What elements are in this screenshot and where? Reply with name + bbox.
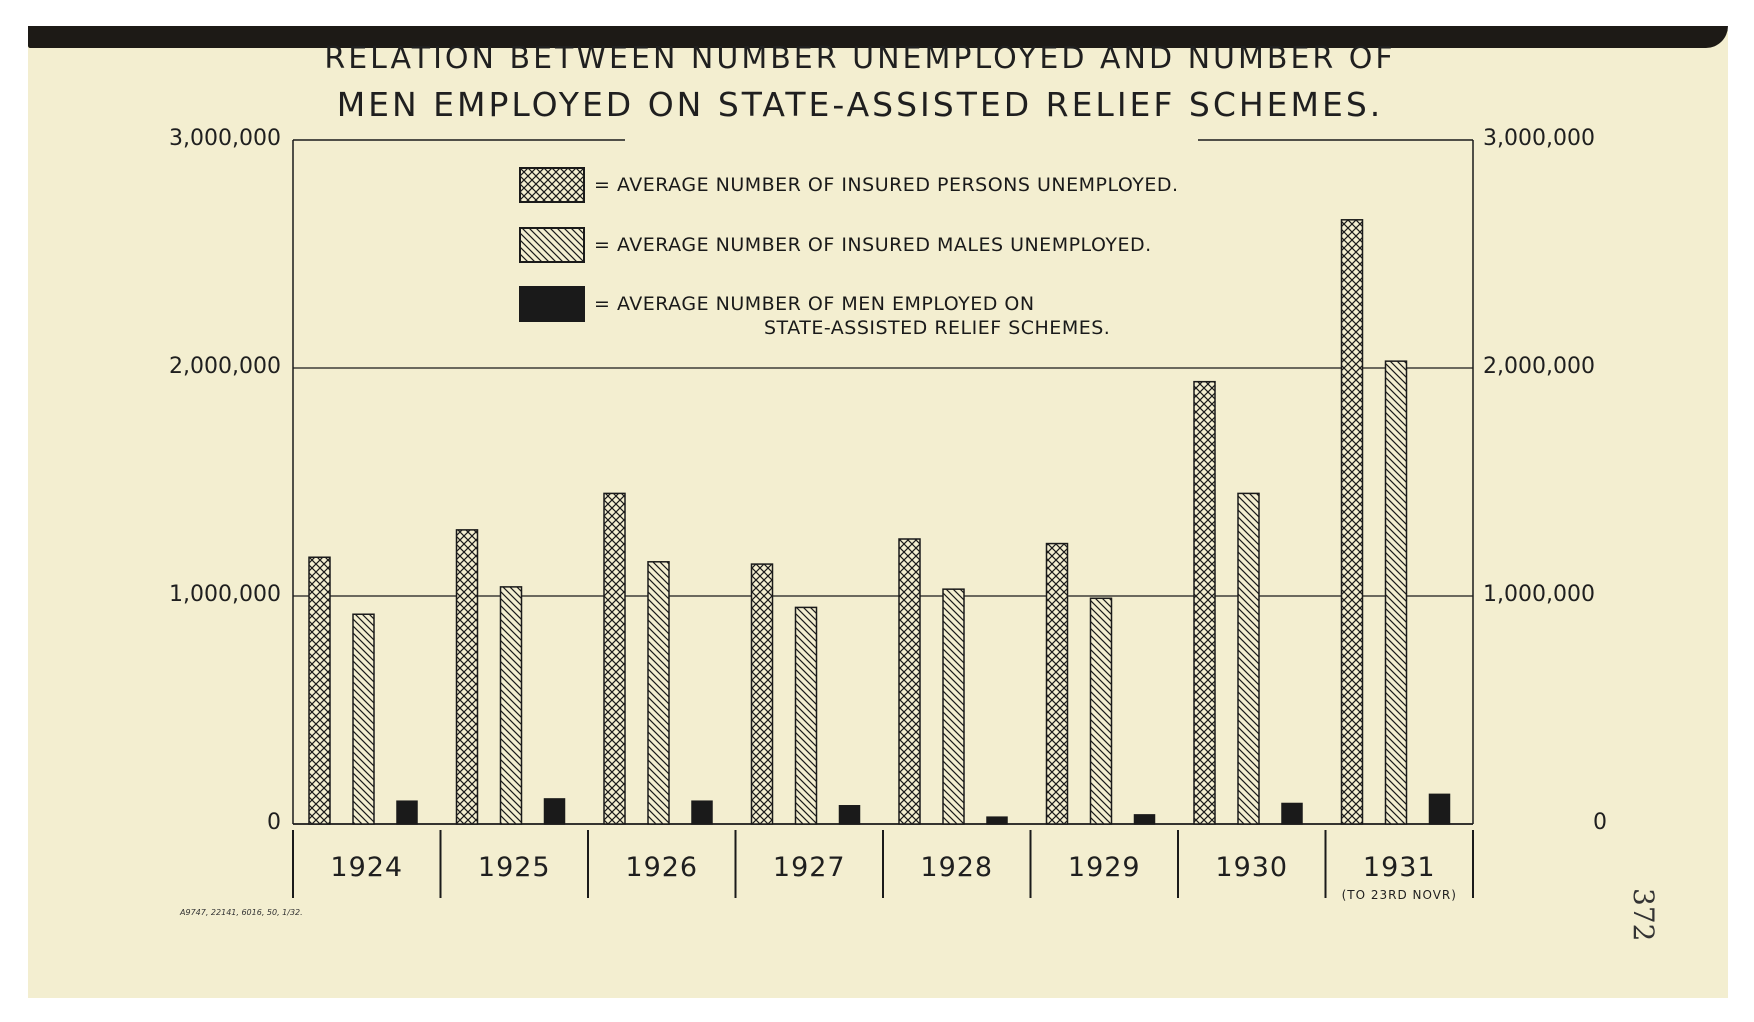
legend-label-continuation: STATE-ASSISTED RELIEF SCHEMES. <box>764 317 1111 339</box>
year-note: (TO 23RD NOVR) <box>1341 888 1457 902</box>
page-number: 372 <box>1627 888 1660 942</box>
y-tick-label-left: 0 <box>267 810 281 835</box>
bar-crosshatch-1926 <box>603 492 626 825</box>
paper-sheet <box>28 30 1728 998</box>
bar-solid-1931 <box>1428 793 1451 825</box>
x-tick-label-1924: 1924 <box>330 852 404 883</box>
y-tick-label-right: 1,000,000 <box>1483 582 1595 607</box>
grid-layer <box>292 139 1474 898</box>
bar-diagonal-1924 <box>352 613 375 825</box>
x-tick-label-1926: 1926 <box>625 852 699 883</box>
bar-solid-1925 <box>543 798 566 825</box>
bar-solid-1924 <box>396 800 418 825</box>
y-tick-label-right: 3,000,000 <box>1483 126 1595 151</box>
y-tick-label-right: 2,000,000 <box>1483 354 1595 379</box>
bar-solid-1926 <box>691 800 713 825</box>
x-tick-label-1930: 1930 <box>1215 852 1289 883</box>
legend-swatch-crosshatch <box>519 167 585 203</box>
y-tick-label-left: 3,000,000 <box>169 126 281 151</box>
bar-diagonal-1929 <box>1089 597 1113 825</box>
bar-solid-1930 <box>1281 802 1303 825</box>
legend-label-diagonal: = AVERAGE NUMBER OF INSURED MALES UNEMPL… <box>594 234 1152 256</box>
y-tick-label-left: 1,000,000 <box>169 582 281 607</box>
bar-diagonal-1931 <box>1384 360 1408 825</box>
bars-layer <box>308 219 1451 825</box>
bar-diagonal-1927 <box>794 606 818 825</box>
bar-crosshatch-1924 <box>308 556 331 825</box>
x-tick-label-1929: 1929 <box>1067 852 1141 883</box>
bar-diagonal-1928 <box>942 588 965 825</box>
x-tick-label-1925: 1925 <box>477 852 551 883</box>
y-tick-label-left: 2,000,000 <box>169 354 281 379</box>
bar-diagonal-1926 <box>647 561 670 825</box>
bar-crosshatch-1928 <box>898 538 921 825</box>
legend-swatch-diagonal <box>519 227 585 263</box>
x-tick-label-1928: 1928 <box>920 852 994 883</box>
bar-solid-1928 <box>986 816 1008 825</box>
legend-label-crosshatch: = AVERAGE NUMBER OF INSURED PERSONS UNEM… <box>594 174 1179 196</box>
x-tick-label-1927: 1927 <box>772 852 846 883</box>
bar-solid-1929 <box>1133 814 1156 825</box>
bar-crosshatch-1929 <box>1045 542 1069 825</box>
bar-crosshatch-1931 <box>1340 219 1364 825</box>
y-tick-label-right: 0 <box>1593 810 1607 835</box>
bar-solid-1927 <box>838 805 861 825</box>
bar-crosshatch-1930 <box>1193 380 1216 825</box>
bar-crosshatch-1925 <box>455 529 479 825</box>
legend-swatch-solid <box>519 286 585 322</box>
bar-diagonal-1930 <box>1237 492 1260 825</box>
bar-crosshatch-1927 <box>750 563 774 825</box>
chart-title-line-1: RELATION BETWEEN NUMBER UNEMPLOYED AND N… <box>324 41 1396 76</box>
chart-title-line-2: MEN EMPLOYED ON STATE-ASSISTED RELIEF SC… <box>336 85 1384 124</box>
x-tick-label-1931: 1931 <box>1362 852 1436 883</box>
binding-edge <box>28 26 1728 48</box>
legend-layer <box>519 167 585 322</box>
print-code: A9747, 22141, 6016, 50, 1/32. <box>180 908 303 917</box>
legend-label-solid: = AVERAGE NUMBER OF MEN EMPLOYED ON <box>594 293 1035 315</box>
bar-diagonal-1925 <box>499 586 523 825</box>
